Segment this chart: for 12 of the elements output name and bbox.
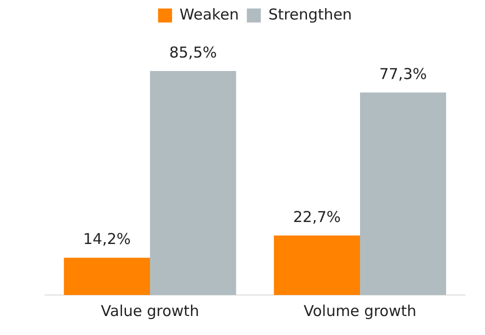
bar: [274, 236, 360, 295]
bar: [360, 92, 446, 295]
legend-label: Strengthen: [268, 5, 352, 24]
x-tick-label: Value growth: [100, 302, 200, 320]
data-label: 77,3%: [379, 64, 427, 83]
data-label: 22,7%: [293, 208, 341, 226]
data-label: 14,2%: [83, 230, 131, 248]
bar: [150, 70, 236, 295]
legend-label: Weaken: [180, 5, 239, 24]
data-label: 85,5%: [169, 43, 217, 62]
bar: [64, 258, 150, 295]
x-tick-label: Volume growth: [304, 302, 416, 320]
